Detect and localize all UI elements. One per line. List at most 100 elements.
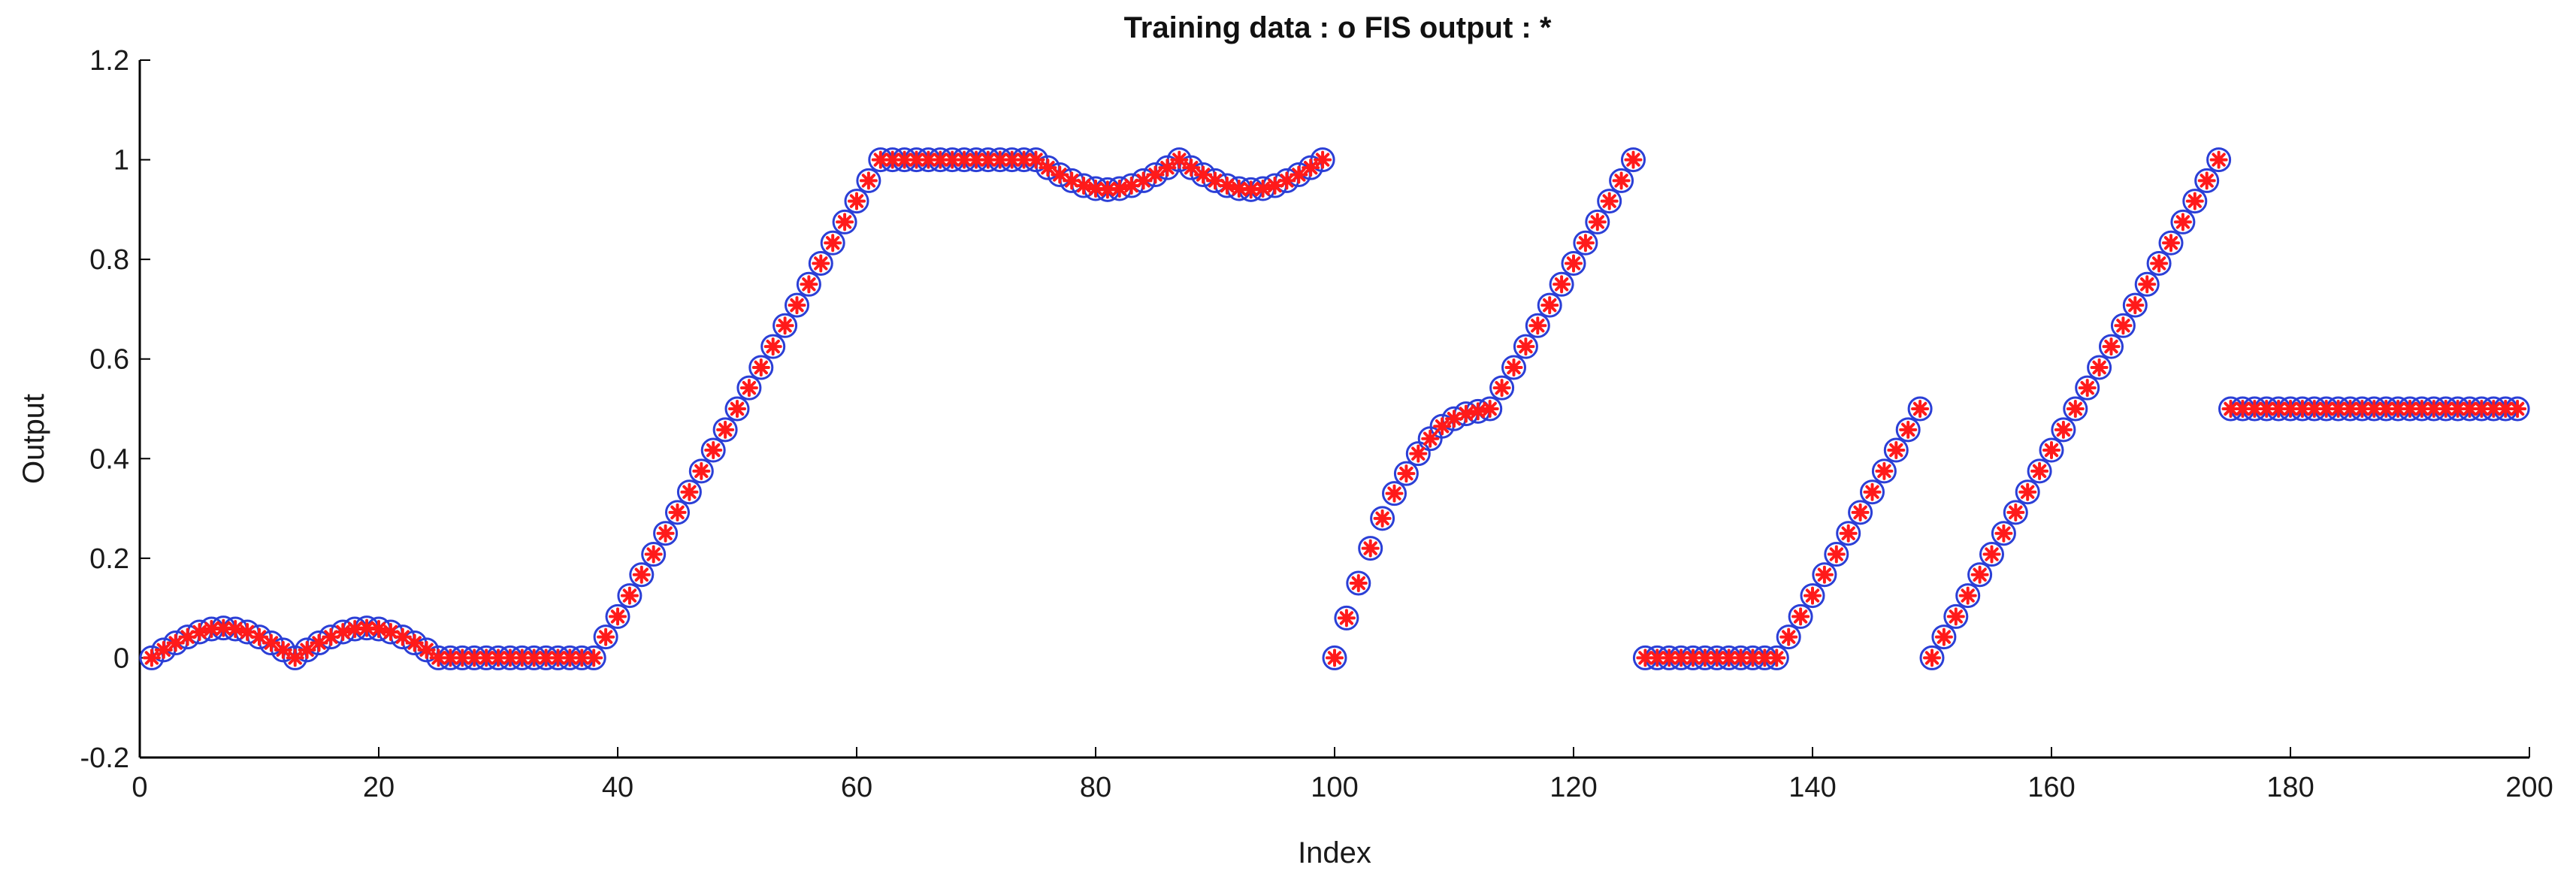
fis-output-point <box>1433 417 1452 436</box>
fis-output-point <box>1385 484 1404 503</box>
training-data-point <box>1346 570 1371 596</box>
training-data-point <box>1931 624 1957 650</box>
fis-output-point <box>1612 171 1631 190</box>
fis-output-point <box>800 275 818 294</box>
fis-output-point <box>2054 420 2073 439</box>
x-tick-label: 160 <box>2027 772 2075 803</box>
training-data-point <box>1788 603 1813 629</box>
series-fis-output <box>142 150 2527 667</box>
fis-output-point <box>1994 524 2013 543</box>
fis-output-point <box>1337 609 1356 627</box>
fis-output-point <box>250 627 268 646</box>
fis-output-point <box>2066 400 2085 418</box>
fis-output-point <box>728 400 746 418</box>
training-data-point <box>1907 396 1933 422</box>
fis-output-point <box>1731 649 1750 667</box>
fis-output-point <box>322 627 340 646</box>
fis-output-point <box>1063 171 1081 190</box>
fis-output-point <box>1349 574 1368 592</box>
fis-output-point <box>2114 316 2133 335</box>
fis-output-point <box>1314 150 1332 169</box>
training-data-point <box>1919 645 1945 670</box>
training-data-point <box>1776 624 1801 650</box>
fis-output-point <box>405 634 424 652</box>
training-data-point <box>748 355 774 380</box>
fis-output-point <box>824 234 842 253</box>
fis-output-point <box>2030 461 2049 480</box>
training-data-point <box>629 562 655 588</box>
fis-output-point <box>1361 539 1380 558</box>
fis-output-point <box>1409 444 1428 463</box>
fis-output-point <box>1851 503 1870 522</box>
training-data-point <box>1824 542 1849 567</box>
fis-output-point <box>1660 649 1679 667</box>
training-data-point <box>700 437 726 463</box>
fis-output-point <box>1110 180 1129 198</box>
training-data-point <box>1585 209 1610 234</box>
training-data-point <box>1955 583 1981 609</box>
training-data-point <box>2075 375 2100 401</box>
fis-output-point <box>1815 565 1834 584</box>
fis-output-point <box>334 622 352 641</box>
training-data-point <box>605 603 630 629</box>
fis-output-point <box>1767 649 1786 667</box>
training-data-point <box>676 479 702 505</box>
training-data-point <box>688 458 714 484</box>
fis-output-point <box>704 441 723 460</box>
fis-output-point <box>2018 482 2037 501</box>
fis-output-point <box>2090 358 2109 376</box>
training-data-point <box>1561 250 1586 276</box>
fis-output-point <box>1672 649 1691 667</box>
y-tick-label: 0 <box>113 643 129 674</box>
training-data-point <box>2146 250 2172 276</box>
fis-output-point <box>1277 171 1296 190</box>
training-data-point <box>724 396 750 422</box>
fis-output-point <box>2484 400 2503 418</box>
fis-output-point <box>2173 213 2192 231</box>
training-data-point <box>1621 147 1646 173</box>
fis-output-point <box>680 482 699 501</box>
training-data-point <box>736 375 762 401</box>
y-tick-label: 1.2 <box>89 45 129 77</box>
fis-output-point <box>2508 400 2527 418</box>
fis-output-point <box>1134 171 1153 190</box>
fis-output-point <box>883 150 902 169</box>
fis-output-point <box>393 627 412 646</box>
fis-output-point <box>836 213 854 231</box>
fis-output-point <box>2197 171 2216 190</box>
fis-output-point <box>2317 400 2336 418</box>
training-data-point <box>1860 479 1885 505</box>
training-data-point <box>1501 355 1526 380</box>
fis-output-point <box>1946 607 1965 626</box>
fis-output-point <box>1302 159 1320 177</box>
fis-output-point <box>310 634 328 652</box>
fis-output-point <box>2221 400 2240 418</box>
fis-output-point <box>763 337 782 356</box>
x-tick-label: 120 <box>1550 772 1597 803</box>
x-tick-label: 40 <box>602 772 633 803</box>
fis-output-point <box>1887 441 1906 460</box>
fis-output-point <box>417 640 436 659</box>
x-tick-label: 60 <box>841 772 872 803</box>
fis-output-point <box>848 192 866 210</box>
training-data-point <box>1871 458 1897 484</box>
fis-output-point <box>1588 213 1607 231</box>
fis-output-point <box>226 619 245 638</box>
training-data-point <box>1370 506 1395 531</box>
x-tick-label: 140 <box>1788 772 1836 803</box>
x-axis-label: Index <box>1298 836 1371 869</box>
fis-output-point <box>1791 607 1810 626</box>
fis-output-point <box>1565 254 1583 273</box>
fis-output-point <box>286 649 304 667</box>
fis-output-point <box>1899 420 1918 439</box>
fis-output-point <box>812 254 830 273</box>
fis-output-point <box>1122 177 1141 195</box>
fis-output-point <box>1253 180 1272 198</box>
training-data-point <box>1800 583 1825 609</box>
training-data-point <box>1895 417 1921 443</box>
y-tick-label: 0.6 <box>89 344 129 376</box>
fis-output-point <box>1624 150 1643 169</box>
fis-output-point <box>859 171 878 190</box>
fis-output-point <box>1958 586 1977 605</box>
